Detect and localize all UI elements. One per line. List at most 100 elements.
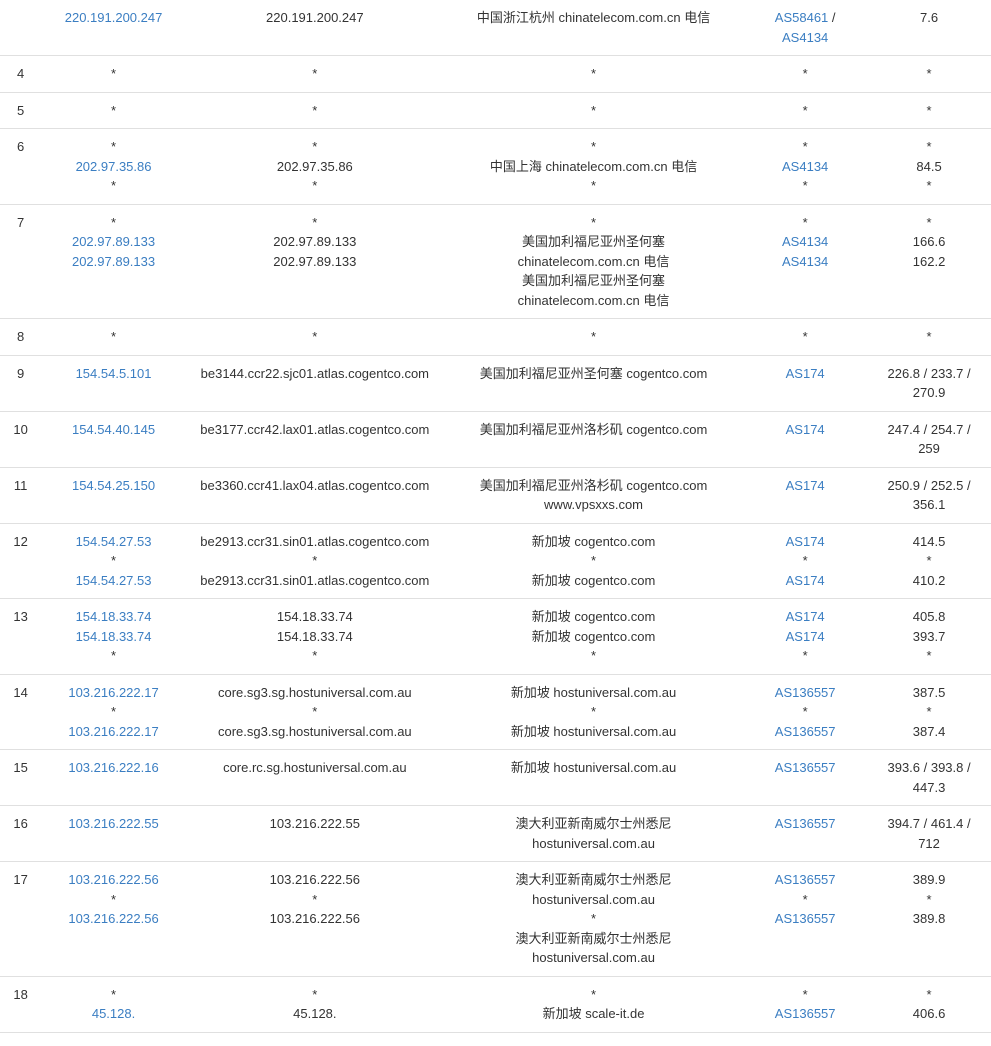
latency-value: * [871, 551, 987, 571]
location-value: 新加坡 scale-it.de [448, 1004, 739, 1024]
latency-cell: 389.9*389.8 [867, 862, 991, 977]
asn-value[interactable]: AS4134 [747, 157, 863, 177]
asn-value[interactable]: AS136557 [747, 870, 863, 890]
latency-value: 447.3 [871, 778, 987, 798]
hop-number: 9 [0, 355, 41, 411]
ip-cell: *202.97.35.86* [41, 129, 186, 205]
latency-cell: 250.9 / 252.5 /356.1 [867, 467, 991, 523]
ip-value[interactable]: 154.54.5.101 [45, 364, 182, 384]
ip-cell: 103.216.222.17*103.216.222.17 [41, 674, 186, 750]
asn-value[interactable]: AS174 [747, 607, 863, 627]
ip-cell: *202.97.89.133202.97.89.133 [41, 204, 186, 319]
latency-value: 394.7 / 461.4 / [871, 814, 987, 834]
asn-value[interactable]: AS4134 [747, 252, 863, 272]
asn-value[interactable]: AS136557 [747, 722, 863, 742]
hostname-value: * [190, 646, 440, 666]
ip-value[interactable]: 103.216.222.55 [45, 814, 182, 834]
hostname-cell: be3144.ccr22.sjc01.atlas.cogentco.com [186, 355, 444, 411]
ip-value[interactable]: 103.216.222.17 [45, 683, 182, 703]
latency-value: 393.6 / 393.8 / [871, 758, 987, 778]
latency-value: * [871, 64, 987, 84]
latency-cell: * [867, 56, 991, 93]
asn-value[interactable]: AS4134 [747, 232, 863, 252]
asn-value[interactable]: AS174 [747, 476, 863, 496]
location-value: * [448, 137, 739, 157]
asn-value[interactable]: AS174 [747, 571, 863, 591]
hostname-value: 154.18.33.74 [190, 627, 440, 647]
asn-value[interactable]: AS174 [747, 532, 863, 552]
asn-value[interactable]: AS174 [747, 364, 863, 384]
ip-value[interactable]: 220.191.200.247 [45, 8, 182, 28]
latency-value: 393.7 [871, 627, 987, 647]
location-value: * [448, 327, 739, 347]
ip-value[interactable]: 202.97.89.133 [45, 232, 182, 252]
latency-value: 389.8 [871, 909, 987, 929]
latency-value: 410.2 [871, 571, 987, 591]
ip-value[interactable]: 154.54.25.150 [45, 476, 182, 496]
latency-value: 387.5 [871, 683, 987, 703]
location-cell: 新加坡 cogentco.com新加坡 cogentco.com* [444, 599, 743, 675]
asn-value[interactable]: AS58461 [775, 10, 829, 25]
location-value: hostuniversal.com.au [448, 948, 739, 968]
location-value: * [448, 213, 739, 233]
ip-value: * [45, 646, 182, 666]
hop-number: 18 [0, 976, 41, 1032]
ip-value[interactable]: 103.216.222.56 [45, 909, 182, 929]
hostname-value: 202.97.89.133 [190, 232, 440, 252]
latency-value: * [871, 890, 987, 910]
ip-value: * [45, 890, 182, 910]
latency-value: 712 [871, 834, 987, 854]
asn-value: * [747, 101, 863, 121]
location-value: 新加坡 hostuniversal.com.au [448, 683, 739, 703]
location-cell: 中国浙江杭州 chinatelecom.com.cn 电信 [444, 0, 743, 56]
hostname-value: be2913.ccr31.sin01.atlas.cogentco.com [190, 571, 440, 591]
location-value: chinatelecom.com.cn 电信 [448, 291, 739, 311]
location-cell: 美国加利福尼亚州圣何塞 cogentco.com [444, 355, 743, 411]
table-row: 6*202.97.35.86**202.97.35.86**中国上海 china… [0, 129, 991, 205]
table-row: 17103.216.222.56*103.216.222.56103.216.2… [0, 862, 991, 977]
asn-value[interactable]: AS174 [747, 627, 863, 647]
asn-value[interactable]: AS4134 [747, 28, 863, 48]
table-row: 18*45.128.*45.128.*新加坡 scale-it.de*AS136… [0, 976, 991, 1032]
ip-value[interactable]: 154.18.33.74 [45, 607, 182, 627]
location-value: chinatelecom.com.cn 电信 [448, 252, 739, 272]
asn-cell: *AS4134* [743, 129, 867, 205]
hostname-value: * [190, 137, 440, 157]
asn-value[interactable]: AS136557 [747, 758, 863, 778]
ip-value[interactable]: 202.97.89.133 [45, 252, 182, 272]
asn-value[interactable]: AS174 [747, 420, 863, 440]
hostname-value: core.rc.sg.hostuniversal.com.au [190, 758, 440, 778]
ip-value[interactable]: 45.128. [45, 1004, 182, 1024]
latency-cell: 226.8 / 233.7 /270.9 [867, 355, 991, 411]
ip-value[interactable]: 154.54.27.53 [45, 532, 182, 552]
asn-value[interactable]: AS136557 [747, 909, 863, 929]
hostname-cell: *202.97.35.86* [186, 129, 444, 205]
location-value: hostuniversal.com.au [448, 890, 739, 910]
location-cell: 澳大利亚新南威尔士州悉尼hostuniversal.com.au*澳大利亚新南威… [444, 862, 743, 977]
ip-value[interactable]: 103.216.222.16 [45, 758, 182, 778]
hostname-value: core.sg3.sg.hostuniversal.com.au [190, 722, 440, 742]
asn-value[interactable]: AS136557 [747, 814, 863, 834]
latency-value: 389.9 [871, 870, 987, 890]
asn-cell: AS174 [743, 467, 867, 523]
location-value: 美国加利福尼亚州圣何塞 [448, 271, 739, 291]
asn-value[interactable]: AS136557 [747, 1004, 863, 1024]
latency-value: 226.8 / 233.7 / [871, 364, 987, 384]
asn-value: * [747, 890, 863, 910]
ip-value[interactable]: 154.18.33.74 [45, 627, 182, 647]
location-value: * [448, 646, 739, 666]
ip-value[interactable]: 154.54.27.53 [45, 571, 182, 591]
ip-value[interactable]: 103.216.222.17 [45, 722, 182, 742]
ip-value: * [45, 551, 182, 571]
latency-value: 250.9 / 252.5 / [871, 476, 987, 496]
hostname-cell: 103.216.222.56*103.216.222.56 [186, 862, 444, 977]
ip-value[interactable]: 103.216.222.56 [45, 870, 182, 890]
location-value: * [448, 64, 739, 84]
hop-number [0, 0, 41, 56]
asn-value[interactable]: AS136557 [747, 683, 863, 703]
ip-value[interactable]: 202.97.35.86 [45, 157, 182, 177]
location-value: 新加坡 cogentco.com [448, 532, 739, 552]
ip-value[interactable]: 154.54.40.145 [45, 420, 182, 440]
latency-value: 270.9 [871, 383, 987, 403]
ip-cell: 154.54.5.101 [41, 355, 186, 411]
